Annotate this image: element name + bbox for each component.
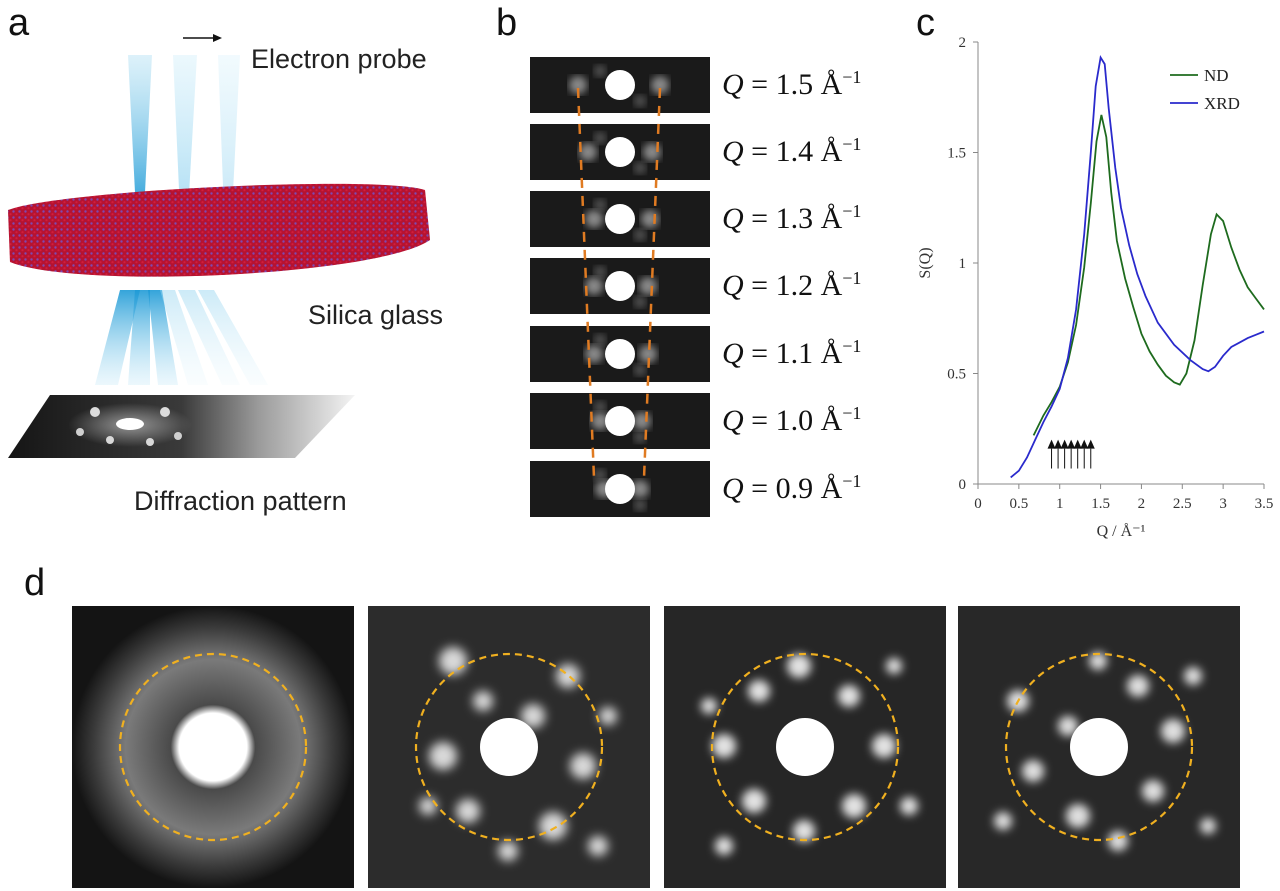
x-tick-label: 2 bbox=[1138, 496, 1146, 512]
q-arrow-head bbox=[1080, 439, 1089, 449]
diffraction-strip bbox=[530, 326, 710, 382]
panel-letter-c: c bbox=[916, 2, 935, 44]
diffraction-strip bbox=[530, 461, 710, 517]
series-line-xrd bbox=[1010, 55, 1265, 479]
q-value-label: Q = 1.3 Å−1 bbox=[722, 201, 861, 236]
legend-label-nd: ND bbox=[1204, 66, 1229, 85]
y-tick-label: 2 bbox=[959, 35, 967, 51]
q-symbol: Q bbox=[722, 337, 744, 370]
q-arrow-head bbox=[1047, 439, 1056, 449]
q-value-label: Q = 1.4 Å−1 bbox=[722, 134, 861, 169]
q-arrow-head bbox=[1067, 439, 1076, 449]
q-value-label: Q = 0.9 Å−1 bbox=[722, 471, 861, 506]
x-tick-label: 1.5 bbox=[1091, 496, 1110, 512]
silica-glass-label: Silica glass bbox=[308, 300, 444, 330]
q-symbol: Q bbox=[722, 68, 744, 101]
q-symbol: Q bbox=[722, 269, 744, 302]
diffraction-strip bbox=[530, 191, 710, 247]
diffraction-strip bbox=[530, 393, 710, 449]
q-symbol: Q bbox=[722, 135, 744, 168]
y-axis-label: S(Q) bbox=[917, 247, 934, 278]
q-value-label: Q = 1.5 Å−1 bbox=[722, 67, 861, 102]
q-symbol: Q bbox=[722, 202, 744, 235]
x-tick-label: 3.5 bbox=[1255, 496, 1274, 512]
legend-label-xrd: XRD bbox=[1204, 94, 1240, 113]
diffraction-pattern-label: Diffraction pattern bbox=[134, 486, 347, 516]
q-unit-exponent: −1 bbox=[842, 336, 862, 356]
diffraction-tile-1 bbox=[72, 606, 354, 888]
q-unit-exponent: −1 bbox=[842, 134, 862, 154]
panel-letter-b: b bbox=[496, 2, 518, 44]
q-unit-exponent: −1 bbox=[842, 67, 862, 87]
y-tick-label: 1 bbox=[959, 256, 967, 272]
diffraction-tile-4 bbox=[958, 606, 1240, 888]
electron-probe-label: Electron probe bbox=[251, 44, 427, 74]
series-line-nd bbox=[1032, 114, 1265, 436]
q-arrow-head bbox=[1060, 439, 1069, 449]
q-value: = 1.1 Å bbox=[743, 337, 843, 370]
diffraction-strip bbox=[530, 57, 710, 113]
q-symbol: Q bbox=[722, 472, 744, 505]
q-value-label: Q = 1.0 Å−1 bbox=[722, 403, 861, 438]
diffraction-tile-3 bbox=[664, 606, 946, 888]
x-axis-label: Q / Å⁻¹ bbox=[1097, 522, 1146, 540]
q-symbol: Q bbox=[722, 404, 744, 437]
panel-letter-d: d bbox=[24, 562, 46, 604]
q-value: = 1.4 Å bbox=[743, 135, 843, 168]
x-tick-label: 0.5 bbox=[1009, 496, 1028, 512]
q-value: = 1.3 Å bbox=[743, 202, 843, 235]
q-arrow-head bbox=[1086, 439, 1095, 449]
q-unit-exponent: −1 bbox=[842, 471, 862, 491]
y-tick-label: 1.5 bbox=[947, 146, 966, 162]
diffraction-tile-2 bbox=[368, 606, 650, 888]
q-value: = 0.9 Å bbox=[743, 472, 843, 505]
x-tick-label: 3 bbox=[1219, 496, 1227, 512]
y-tick-label: 0 bbox=[959, 477, 967, 493]
q-value-label: Q = 1.1 Å−1 bbox=[722, 336, 861, 371]
q-arrow-head bbox=[1054, 439, 1063, 449]
q-unit-exponent: −1 bbox=[842, 403, 862, 423]
y-tick-label: 0.5 bbox=[947, 367, 966, 383]
q-value: = 1.2 Å bbox=[743, 269, 843, 302]
panel-c-chart: 0 0.5 1 1.5 2 0 0.5 1 1.5 2 2.5 3 3.5 Q / Å⁻¹ S(Q) ND XR… bbox=[917, 35, 1274, 540]
diffraction-strip bbox=[530, 258, 710, 314]
x-tick-label: 2.5 bbox=[1173, 496, 1192, 512]
diffraction-strip bbox=[530, 124, 710, 180]
x-tick-label: 0 bbox=[974, 496, 982, 512]
q-value: = 1.5 Å bbox=[743, 68, 843, 101]
q-value: = 1.0 Å bbox=[743, 404, 843, 437]
panel-a-illustration bbox=[8, 34, 430, 458]
q-value-label: Q = 1.2 Å−1 bbox=[722, 268, 861, 303]
panel-letter-a: a bbox=[8, 2, 30, 44]
q-arrow-head bbox=[1073, 439, 1082, 449]
q-unit-exponent: −1 bbox=[842, 201, 862, 221]
q-unit-exponent: −1 bbox=[842, 268, 862, 288]
x-tick-label: 1 bbox=[1056, 496, 1064, 512]
